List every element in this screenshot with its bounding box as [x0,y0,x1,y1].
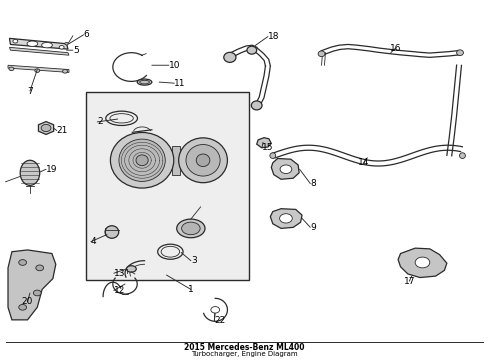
Ellipse shape [105,226,119,238]
Ellipse shape [185,144,220,176]
Ellipse shape [318,51,325,57]
Ellipse shape [196,154,209,167]
Ellipse shape [140,80,149,84]
Text: 1: 1 [187,285,193,294]
Ellipse shape [176,219,204,238]
Ellipse shape [119,139,165,181]
Ellipse shape [251,101,262,110]
Polygon shape [397,248,446,278]
Text: Turbocharger, Engine Diagram: Turbocharger, Engine Diagram [191,351,297,356]
Ellipse shape [35,69,40,72]
Text: 16: 16 [389,44,401,53]
Circle shape [33,290,41,296]
Circle shape [280,165,291,174]
Circle shape [19,305,26,310]
Text: 14: 14 [358,158,369,167]
Text: 7: 7 [27,86,33,95]
Text: 19: 19 [46,165,58,174]
Text: 20: 20 [22,297,33,306]
Polygon shape [8,65,69,72]
Text: 18: 18 [267,32,279,41]
Polygon shape [39,122,54,134]
Text: 15: 15 [262,143,273,152]
Ellipse shape [456,50,463,55]
Text: 8: 8 [310,179,315,188]
Ellipse shape [246,46,256,54]
Circle shape [36,265,43,271]
Ellipse shape [126,266,136,272]
Ellipse shape [137,79,152,85]
Text: 22: 22 [214,316,225,325]
Polygon shape [172,146,179,175]
Text: 3: 3 [190,256,196,265]
Ellipse shape [110,132,173,188]
Ellipse shape [20,160,40,185]
Circle shape [279,214,292,223]
Ellipse shape [62,69,67,73]
Ellipse shape [459,153,465,158]
Polygon shape [9,47,69,55]
Circle shape [414,257,429,268]
Polygon shape [9,39,68,49]
Circle shape [19,260,26,265]
Text: 9: 9 [310,223,315,232]
Text: 2015 Mercedes-Benz ML400: 2015 Mercedes-Benz ML400 [184,343,304,352]
Ellipse shape [181,222,200,235]
Text: 17: 17 [403,276,414,285]
Polygon shape [8,250,56,320]
Text: 4: 4 [91,237,96,246]
Ellipse shape [9,67,14,71]
Text: 12: 12 [114,286,125,295]
Ellipse shape [136,155,148,166]
Text: 11: 11 [174,79,185,88]
Ellipse shape [41,42,52,48]
Text: 5: 5 [73,46,79,55]
Text: 13: 13 [114,269,125,278]
Ellipse shape [178,138,227,183]
Ellipse shape [224,52,236,62]
Text: 2: 2 [97,117,102,126]
Ellipse shape [27,41,38,46]
Text: 10: 10 [168,61,180,70]
Circle shape [13,40,18,43]
Circle shape [41,125,51,132]
Ellipse shape [269,153,275,158]
Ellipse shape [65,42,68,45]
Polygon shape [256,138,271,148]
Text: 6: 6 [83,30,89,39]
Polygon shape [271,158,299,179]
Text: 21: 21 [57,126,68,135]
Bar [86,92,249,280]
Circle shape [59,45,64,49]
Polygon shape [270,209,302,228]
